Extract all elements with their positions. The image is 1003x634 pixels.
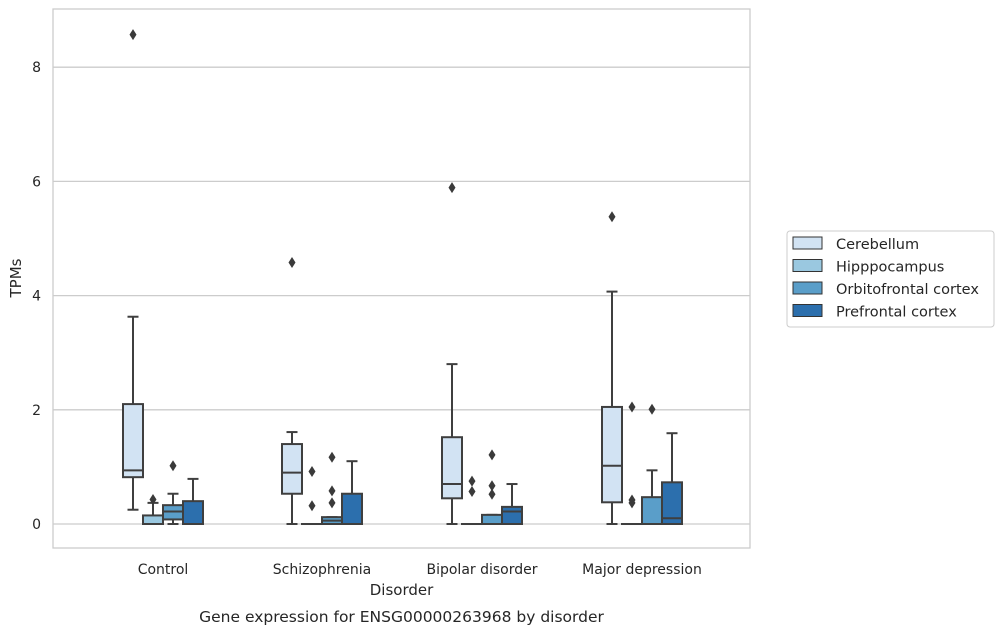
box-iqr: [601, 405, 623, 504]
y-tick-label: 0: [32, 517, 41, 533]
box-group: [621, 401, 643, 526]
outlier-point: [488, 480, 496, 492]
outlier-point: [328, 485, 336, 497]
box-iqr: [661, 481, 683, 525]
legend-swatch: [792, 259, 823, 272]
boxes: [122, 29, 683, 526]
gridlines: [53, 66, 750, 525]
outlier-point: [169, 460, 177, 472]
y-tick-label: 4: [32, 289, 41, 305]
box-group: [301, 465, 323, 526]
x-tick-label: Bipolar disorder: [426, 562, 537, 578]
outlier-point: [328, 451, 336, 463]
box-group: [441, 182, 463, 525]
box-group: [661, 432, 683, 525]
x-axis-label: Disorder: [370, 581, 434, 599]
y-tick-labels: 0 2 4 6 8: [32, 60, 41, 533]
x-tick-label: Major depression: [582, 562, 702, 578]
legend-label: Prefrontal cortex: [836, 305, 957, 321]
outlier-point: [149, 493, 157, 505]
x-tick-label: Control: [138, 562, 189, 578]
plot-area-frame: [52, 8, 751, 549]
box-group: [162, 460, 184, 525]
y-axis-label: TPMs: [7, 258, 25, 298]
box-group: [641, 403, 663, 525]
outlier-point: [328, 497, 336, 509]
box-iqr: [142, 514, 164, 525]
box-iqr: [122, 403, 144, 479]
box-group: [281, 256, 303, 525]
outlier-point: [648, 403, 656, 415]
box-iqr: [441, 436, 463, 500]
outlier-point: [488, 449, 496, 461]
box-group: [481, 449, 503, 526]
legend: Cerebellum Hipppocampus Orbitofrontal cort…: [786, 230, 995, 328]
box-group: [601, 211, 623, 525]
box-iqr: [341, 492, 363, 525]
box-group: [341, 460, 363, 525]
outlier-point: [308, 465, 316, 477]
outlier-point: [628, 401, 636, 413]
outlier-point: [488, 488, 496, 500]
outlier-point: [308, 500, 316, 512]
outlier-point: [448, 182, 456, 194]
box-group: [461, 475, 483, 526]
box-group: [501, 483, 523, 525]
outlier-point: [628, 497, 636, 509]
legend-swatch: [792, 236, 823, 250]
legend-label: Hipppocampus: [836, 260, 944, 276]
legend-swatch: [792, 281, 823, 295]
y-tick-label: 6: [32, 174, 41, 190]
box-group: [182, 477, 204, 526]
box-group: [321, 451, 343, 526]
box-group: [122, 29, 144, 511]
legend-frame: [786, 230, 995, 328]
box-iqr: [182, 500, 204, 526]
legend-label: Cerebellum: [836, 237, 919, 253]
box-group: [142, 493, 164, 525]
outlier-point: [129, 29, 137, 41]
outlier-point: [468, 485, 476, 497]
outlier-point: [468, 475, 476, 487]
outlier-point: [288, 256, 296, 268]
box-iqr: [281, 443, 303, 495]
legend-swatch: [792, 304, 823, 317]
y-tick-label: 2: [32, 403, 41, 419]
box-iqr: [641, 496, 663, 525]
x-tick-labels: Control Schizophrenia Bipolar disorder Majo…: [138, 562, 702, 578]
y-tick-label: 8: [32, 60, 41, 76]
chart-caption: Gene expression for ENSG00000263968 by d…: [199, 608, 604, 626]
box-iqr: [481, 513, 503, 526]
box-iqr: [501, 505, 523, 525]
outlier-point: [608, 211, 616, 223]
legend-label: Orbitofrontal cortex: [836, 282, 979, 298]
x-tick-label: Schizophrenia: [273, 562, 371, 578]
